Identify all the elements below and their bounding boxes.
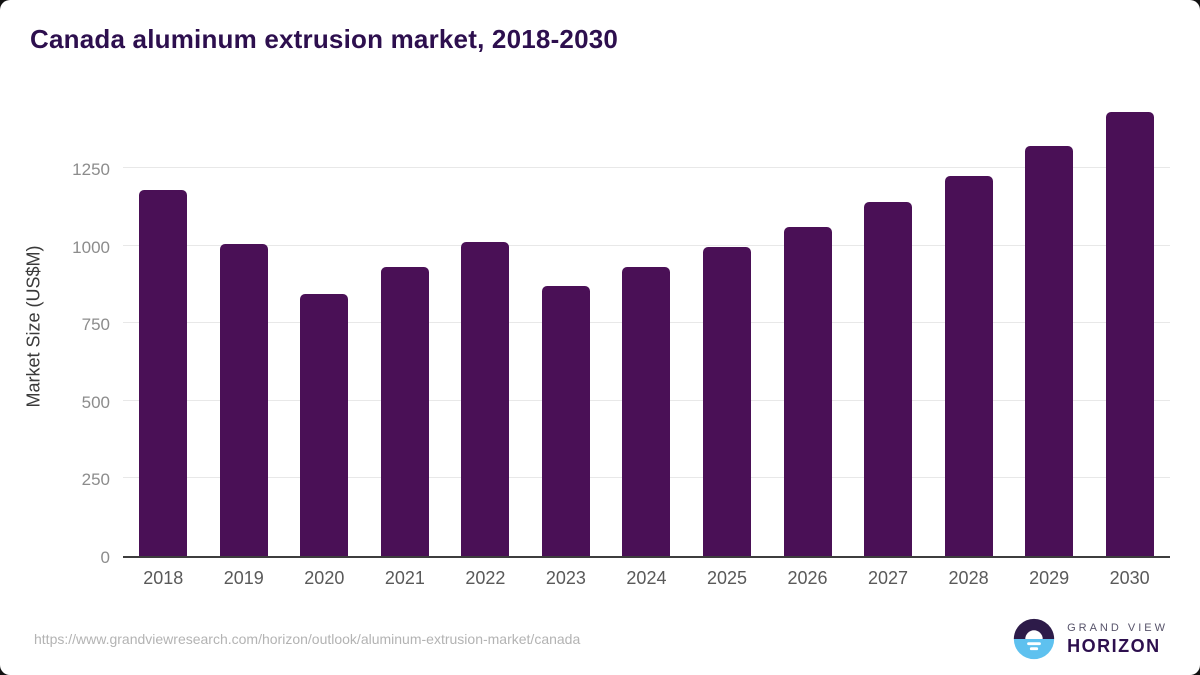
bar-2019 <box>219 244 268 556</box>
y-tick-label-0: 0 <box>100 548 110 567</box>
bar-cell-2018 <box>123 95 204 556</box>
bar-2021 <box>380 267 429 556</box>
bar-cell-2021 <box>365 95 446 556</box>
bar-2025 <box>702 247 751 556</box>
bar-cell-2030 <box>1089 95 1170 556</box>
x-tick-label-2019: 2019 <box>223 568 264 588</box>
bar-cell-2025 <box>687 95 768 556</box>
bar-cell-2027 <box>848 95 929 556</box>
bar-2029 <box>1025 146 1074 556</box>
brand-name-bottom: HORIZON <box>1067 635 1161 656</box>
chart-title: Canada aluminum extrusion market, 2018-2… <box>30 24 619 54</box>
bar-2023 <box>541 285 590 556</box>
x-tick-label-2021: 2021 <box>384 568 425 588</box>
bar-cell-2023 <box>526 95 607 556</box>
bar-2027 <box>864 202 913 556</box>
gridline-1000 <box>123 244 1170 246</box>
y-tick-label-1000: 1000 <box>72 237 110 257</box>
x-tick-label-2022: 2022 <box>465 568 506 588</box>
x-tick-label-2018: 2018 <box>143 568 184 588</box>
x-tick-label-2020: 2020 <box>304 568 345 588</box>
x-tick-label-2030: 2030 <box>1109 568 1150 588</box>
x-tick-label-2025: 2025 <box>706 568 747 588</box>
x-tick-label-2027: 2027 <box>868 568 909 588</box>
x-tick-label-2026: 2026 <box>787 568 828 588</box>
y-tick-label-750: 750 <box>81 315 110 335</box>
bar-2028 <box>944 175 993 556</box>
bar-2024 <box>622 267 671 556</box>
bar-cell-2022 <box>445 95 526 556</box>
bar-2022 <box>461 242 510 556</box>
bar-2026 <box>783 226 832 556</box>
x-tick-label-2028: 2028 <box>948 568 989 588</box>
y-axis-ticks: 0 250 500 750 1000 1250 <box>38 95 110 567</box>
brand-logo: GRAND VIEW HORIZON <box>1012 617 1168 661</box>
x-axis-labels: 2018 2019 2020 2021 2022 2023 2024 2025 2026 2027… <box>123 568 1170 589</box>
plot-area <box>123 95 1170 558</box>
bar-cell-2029 <box>1009 95 1090 556</box>
bar-cell-2020 <box>284 95 365 556</box>
bar-cell-2028 <box>928 95 1009 556</box>
horizon-sun-icon <box>1013 618 1055 660</box>
y-tick-label-1250: 1250 <box>72 159 110 179</box>
y-tick-label-500: 500 <box>81 392 110 412</box>
x-tick-label-2024: 2024 <box>626 568 667 588</box>
bar-cell-2019 <box>204 95 285 556</box>
y-tick-label-250: 250 <box>81 470 110 490</box>
bar-cell-2024 <box>606 95 687 556</box>
x-tick-label-2029: 2029 <box>1029 568 1070 588</box>
bar-cell-2026 <box>767 95 848 556</box>
gridline-1250 <box>123 166 1170 168</box>
brand-name-top: GRAND VIEW <box>1067 621 1168 634</box>
brand-logo-text: GRAND VIEW HORIZON <box>1067 622 1168 657</box>
x-tick-label-2023: 2023 <box>545 568 586 588</box>
bars-row <box>123 95 1170 556</box>
source-url: https://www.grandviewresearch.com/horizo… <box>34 631 581 647</box>
bar-2020 <box>300 293 349 556</box>
bar-2030 <box>1105 112 1154 556</box>
bar-2018 <box>139 189 188 556</box>
